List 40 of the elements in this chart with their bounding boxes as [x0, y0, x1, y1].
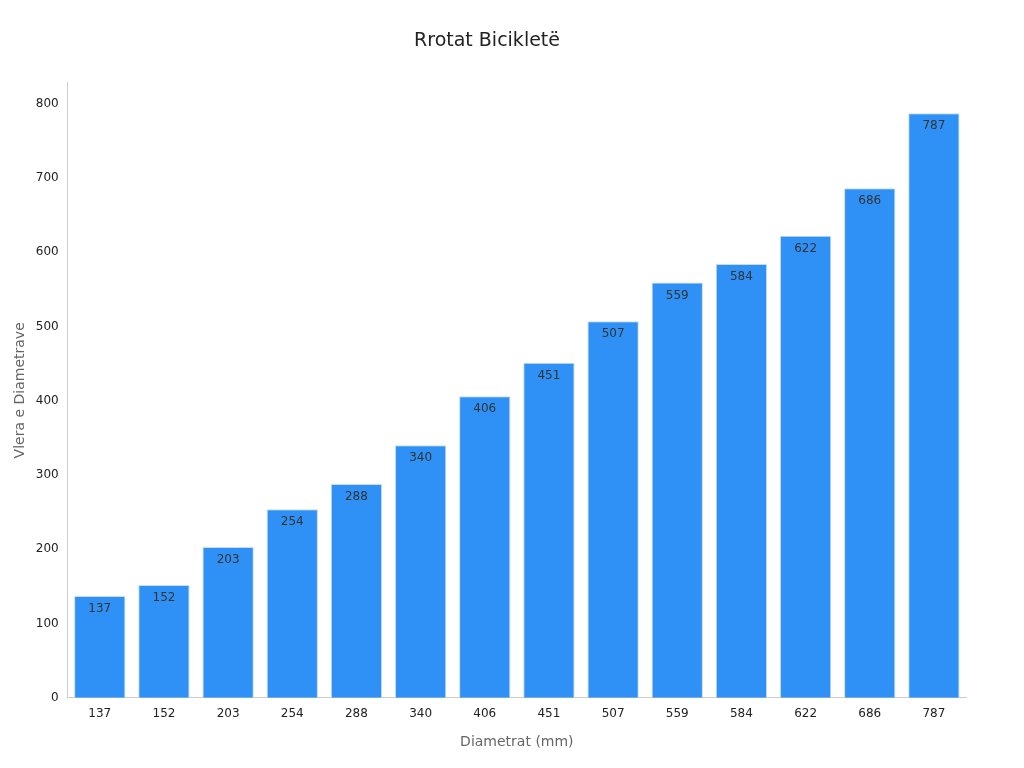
data-label: 152 — [152, 590, 176, 605]
x-tick-label: 622 — [794, 706, 818, 721]
y-tick-label: 800 — [35, 95, 59, 110]
data-label: 622 — [794, 240, 818, 255]
data-label: 203 — [216, 552, 240, 567]
x-tick-label: 584 — [729, 706, 753, 721]
x-tick-label: 686 — [858, 706, 882, 721]
x-tick-label: 340 — [409, 706, 433, 721]
data-label: 507 — [601, 326, 625, 341]
data-label: 254 — [280, 514, 304, 529]
x-tick-label: 507 — [601, 706, 625, 721]
y-tick-label: 500 — [35, 318, 59, 333]
data-label: 340 — [409, 450, 433, 465]
x-tick-label: 152 — [152, 706, 176, 721]
x-axis-title: Diametrat (mm) — [460, 733, 574, 750]
y-tick-label: 700 — [35, 170, 59, 184]
y-tick-label: 600 — [35, 244, 59, 259]
data-label: 137 — [88, 601, 112, 616]
x-tick-label: 406 — [473, 706, 497, 721]
x-tick-label: 203 — [216, 706, 240, 721]
x-tick-label: 451 — [537, 706, 561, 721]
data-label: 451 — [537, 367, 561, 382]
y-tick-label: 300 — [35, 467, 59, 482]
data-label: 686 — [858, 193, 882, 208]
x-tick-label: 137 — [88, 706, 112, 721]
x-tick-label: 559 — [665, 706, 689, 721]
x-tick-label: 787 — [922, 706, 946, 721]
y-tick-label: 200 — [35, 541, 59, 556]
x-tick-label: 254 — [280, 706, 304, 721]
data-label: 584 — [729, 269, 753, 284]
chart-title: Rrotat Bicikletë — [414, 28, 560, 51]
y-axis-title: Vlera e Diametrave — [11, 322, 28, 459]
y-tick-label: 100 — [35, 615, 59, 630]
data-label: 559 — [665, 287, 689, 302]
data-label: 787 — [922, 118, 946, 133]
data-label: 288 — [344, 489, 368, 504]
data-label: 406 — [473, 401, 497, 416]
y-tick-label: 400 — [35, 392, 59, 407]
x-tick-label: 288 — [344, 706, 368, 721]
y-tick-label: 0 — [51, 689, 59, 704]
